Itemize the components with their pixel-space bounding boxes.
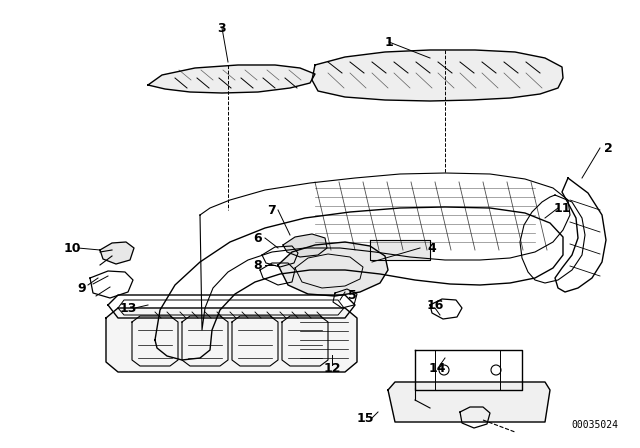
Text: 3: 3	[218, 22, 227, 34]
Text: 10: 10	[63, 241, 81, 254]
Polygon shape	[148, 65, 315, 93]
Polygon shape	[106, 308, 357, 372]
Polygon shape	[155, 207, 563, 360]
Text: 2: 2	[604, 142, 612, 155]
Text: 8: 8	[253, 258, 262, 271]
Polygon shape	[370, 240, 430, 260]
Text: 7: 7	[268, 203, 276, 216]
Polygon shape	[283, 234, 327, 257]
Text: 5: 5	[348, 289, 356, 302]
Text: 00035024: 00035024	[571, 420, 618, 430]
Text: 14: 14	[428, 362, 445, 375]
Text: 12: 12	[323, 362, 340, 375]
Text: 6: 6	[253, 232, 262, 245]
Text: 1: 1	[385, 35, 394, 48]
Polygon shape	[278, 242, 388, 296]
Text: 4: 4	[428, 241, 436, 254]
Text: 13: 13	[119, 302, 137, 314]
Text: 11: 11	[553, 202, 571, 215]
Polygon shape	[388, 382, 550, 422]
Text: 9: 9	[77, 281, 86, 294]
Polygon shape	[100, 242, 134, 264]
Text: 15: 15	[356, 412, 374, 425]
Text: 16: 16	[426, 298, 444, 311]
Polygon shape	[312, 50, 563, 101]
